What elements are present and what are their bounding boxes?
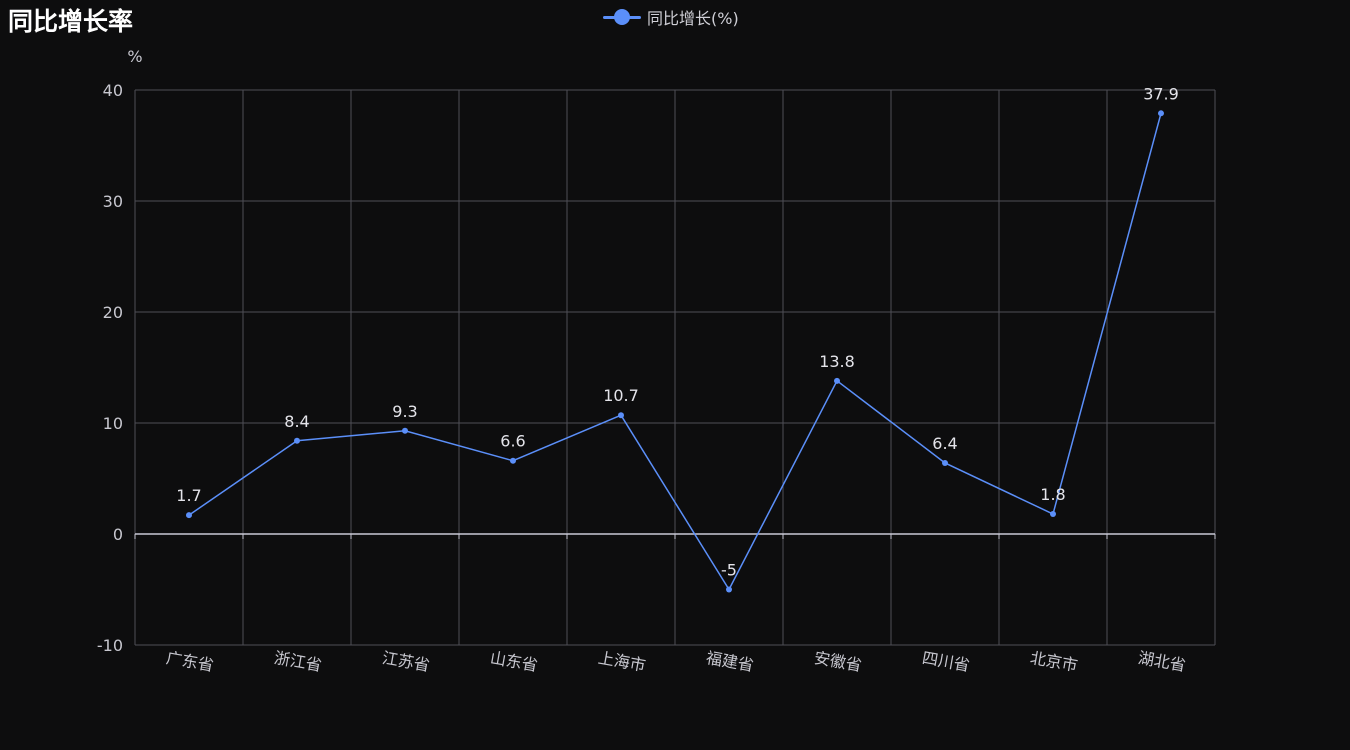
x-tick-label: 安徽省 [813,648,864,675]
data-label: 6.4 [932,434,957,453]
y-tick-label: 10 [103,414,123,433]
series-line [188,113,1162,592]
data-point [834,377,840,384]
x-tick-label: 福建省 [705,648,756,675]
y-tick-label: 0 [113,525,123,544]
x-tick-label: 上海市 [597,648,648,675]
data-point [186,512,192,519]
x-tick-label: 湖北省 [1137,648,1188,675]
data-label: 8.4 [284,412,309,431]
x-tick-label: 四川省 [921,648,972,675]
data-point [618,412,624,419]
data-point [1050,511,1056,518]
y-axis-unit: % [127,47,142,66]
data-label: 9.3 [392,402,417,421]
data-point [1158,110,1164,117]
data-label: 1.7 [176,486,201,505]
data-point [726,586,732,593]
legend-label: 同比增长(%) [647,9,739,28]
y-tick-label: 20 [103,303,123,322]
data-label: -5 [721,561,737,580]
data-label: 1.8 [1040,485,1065,504]
chart-title: 同比增长率 [8,7,134,36]
x-tick-label: 江苏省 [381,648,432,675]
x-tick-label: 北京市 [1029,648,1080,675]
legend-item[interactable]: 同比增长(%) [603,5,739,29]
data-point [402,427,408,434]
data-label: 37.9 [1143,84,1179,103]
data-label: 13.8 [819,352,855,371]
y-tick-label: 30 [103,192,123,211]
legend-line-icon [603,7,641,27]
x-tick-label: 广东省 [165,648,216,675]
data-point [942,459,948,466]
data-label: 10.7 [603,386,639,405]
data-point [294,437,300,444]
x-tick-label: 浙江省 [273,648,324,675]
data-label: 6.6 [500,432,525,451]
data-point [510,457,516,464]
y-tick-label: 40 [103,81,123,100]
y-tick-label: -10 [97,636,123,655]
x-tick-label: 山东省 [489,648,540,675]
